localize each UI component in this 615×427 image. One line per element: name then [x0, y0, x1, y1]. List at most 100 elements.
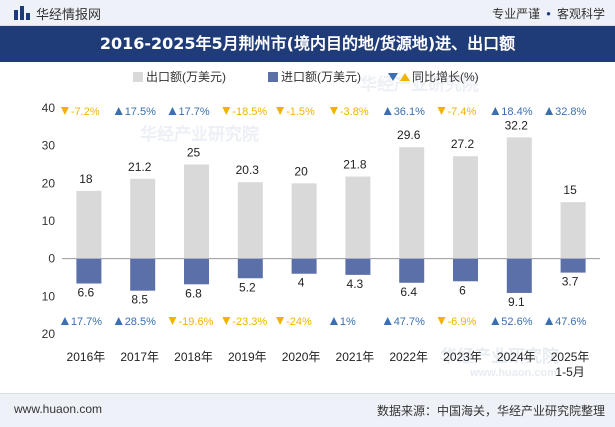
- y-tick-label: 10: [42, 214, 56, 228]
- import-growth-up-icon: [491, 317, 500, 325]
- export-value-label: 20.3: [236, 163, 260, 177]
- export-growth-label: 17.5%: [125, 106, 156, 118]
- brand: 华经情报网: [14, 4, 101, 22]
- import-growth-label: 47.7%: [394, 316, 425, 328]
- brand-name: 华经情报网: [36, 6, 102, 22]
- import-growth-label: -6.9%: [448, 316, 477, 328]
- export-growth-label: 17.7%: [179, 106, 210, 118]
- export-growth-label: -3.8%: [340, 106, 369, 118]
- watermark-url: www.huaon.com: [469, 367, 557, 379]
- import-growth-label: 17.7%: [71, 316, 102, 328]
- export-growth-up-icon: [168, 107, 177, 115]
- x-tick-label: 1-5月: [555, 365, 584, 379]
- import-growth-up-icon: [383, 317, 392, 325]
- export-growth-down-icon: [276, 107, 285, 115]
- footer: www.huaon.com 数据来源：中国海关，华经产业研究院整理: [0, 393, 615, 427]
- legend-label-growth: 同比增长(%): [412, 70, 479, 84]
- watermark-text: 华经产业研究院: [360, 74, 479, 94]
- legend-label-export: 出口额(万美元): [146, 70, 226, 84]
- import-bar: [399, 258, 425, 283]
- legend-swatch-import: [268, 72, 278, 82]
- import-bar: [184, 258, 209, 285]
- import-growth-down-icon: [222, 317, 231, 325]
- export-bar: [237, 182, 263, 259]
- export-growth-down-icon: [60, 107, 69, 115]
- import-growth-label: 52.6%: [501, 316, 532, 328]
- y-tick-label: 40: [42, 101, 56, 115]
- import-value-label: 6.8: [185, 286, 202, 300]
- x-tick-label: 2022年: [389, 350, 428, 364]
- x-tick-label: 2021年: [336, 350, 375, 364]
- y-tick-label: 10: [42, 289, 56, 303]
- import-value-label: 6.4: [400, 285, 417, 299]
- export-value-label: 21.2: [128, 160, 152, 174]
- export-growth-label: 18.4%: [501, 106, 532, 118]
- import-value-label: 4: [298, 276, 305, 290]
- x-tick-label: 2019年: [228, 350, 267, 364]
- import-value-label: 4.3: [347, 277, 364, 291]
- import-bar: [76, 258, 102, 284]
- import-value-label: 3.7: [562, 275, 579, 289]
- y-tick-label: 20: [42, 176, 56, 190]
- import-growth-down-icon: [437, 317, 446, 325]
- import-bar: [560, 258, 586, 273]
- import-value-label: 5.2: [239, 280, 256, 294]
- import-growth-label: -19.6%: [179, 316, 214, 328]
- export-value-label: 15: [563, 183, 577, 197]
- y-tick-label: 0: [48, 252, 55, 266]
- import-growth-up-icon: [114, 317, 123, 325]
- y-tick-label: 30: [42, 139, 56, 153]
- export-growth-down-icon: [222, 107, 231, 115]
- export-growth-label: 32.8%: [555, 106, 586, 118]
- export-value-label: 32.2: [505, 118, 529, 132]
- export-growth-label: -7.4%: [448, 106, 477, 118]
- export-bar: [453, 156, 478, 259]
- tagline-left: 专业严谨: [492, 7, 541, 21]
- x-tick-label: 2018年: [174, 350, 213, 364]
- export-growth-up-icon: [491, 107, 500, 115]
- footer-url: www.huaon.com: [14, 402, 103, 416]
- export-bar: [345, 176, 371, 259]
- export-bar: [76, 190, 102, 259]
- export-value-label: 25: [187, 146, 201, 160]
- x-tick-label: 2020年: [282, 350, 321, 364]
- export-value-label: 21.8: [343, 158, 367, 172]
- legend-triangle-down-icon: [400, 73, 410, 81]
- export-bar: [506, 137, 532, 259]
- footer-source: 数据来源：中国海关，华经产业研究院整理: [376, 404, 605, 418]
- export-growth-label: -1.5%: [286, 106, 315, 118]
- tagline-separator: ●: [546, 9, 551, 18]
- tagline: 专业严谨 ● 客观科学: [492, 5, 605, 22]
- tagline-right: 客观科学: [556, 7, 605, 21]
- import-value-label: 6: [459, 283, 466, 297]
- export-value-label: 20: [294, 164, 308, 178]
- top-bar: 华经情报网 专业严谨 ● 客观科学: [0, 0, 615, 26]
- import-value-label: 6.6: [78, 286, 95, 300]
- import-growth-down-icon: [276, 317, 285, 325]
- bar-chart: 华经产业研究院华经产业研究院华经产业研究院www.huaon.com出口额(万美…: [42, 70, 600, 379]
- export-growth-up-icon: [114, 107, 123, 115]
- x-tick-label: 2023年: [443, 350, 482, 364]
- import-growth-label: 47.6%: [555, 316, 586, 328]
- x-tick-label: 2025年: [551, 350, 590, 364]
- export-growth-label: -18.5%: [232, 106, 267, 118]
- watermark-text: 华经产业研究院: [440, 346, 559, 366]
- y-tick-label: 20: [42, 327, 56, 341]
- x-tick-label: 2016年: [67, 350, 106, 364]
- import-growth-up-icon: [545, 317, 554, 325]
- export-growth-label: 36.1%: [394, 106, 425, 118]
- import-bar: [130, 258, 156, 291]
- watermark-text: 华经产业研究院: [140, 124, 259, 144]
- export-value-label: 29.6: [397, 128, 421, 142]
- chart-title: 2016-2025年5月荆州市(境内目的地/货源地)进、出口额: [0, 26, 615, 62]
- import-value-label: 9.1: [508, 295, 525, 309]
- import-bar: [345, 258, 371, 275]
- export-value-label: 18: [79, 172, 93, 186]
- export-value-label: 27.2: [451, 137, 475, 151]
- import-bar: [453, 258, 478, 282]
- export-growth-label: -7.2%: [71, 106, 100, 118]
- import-growth-up-icon: [329, 317, 338, 325]
- import-bar: [237, 258, 263, 279]
- export-bar: [130, 178, 156, 259]
- export-bar: [291, 183, 317, 259]
